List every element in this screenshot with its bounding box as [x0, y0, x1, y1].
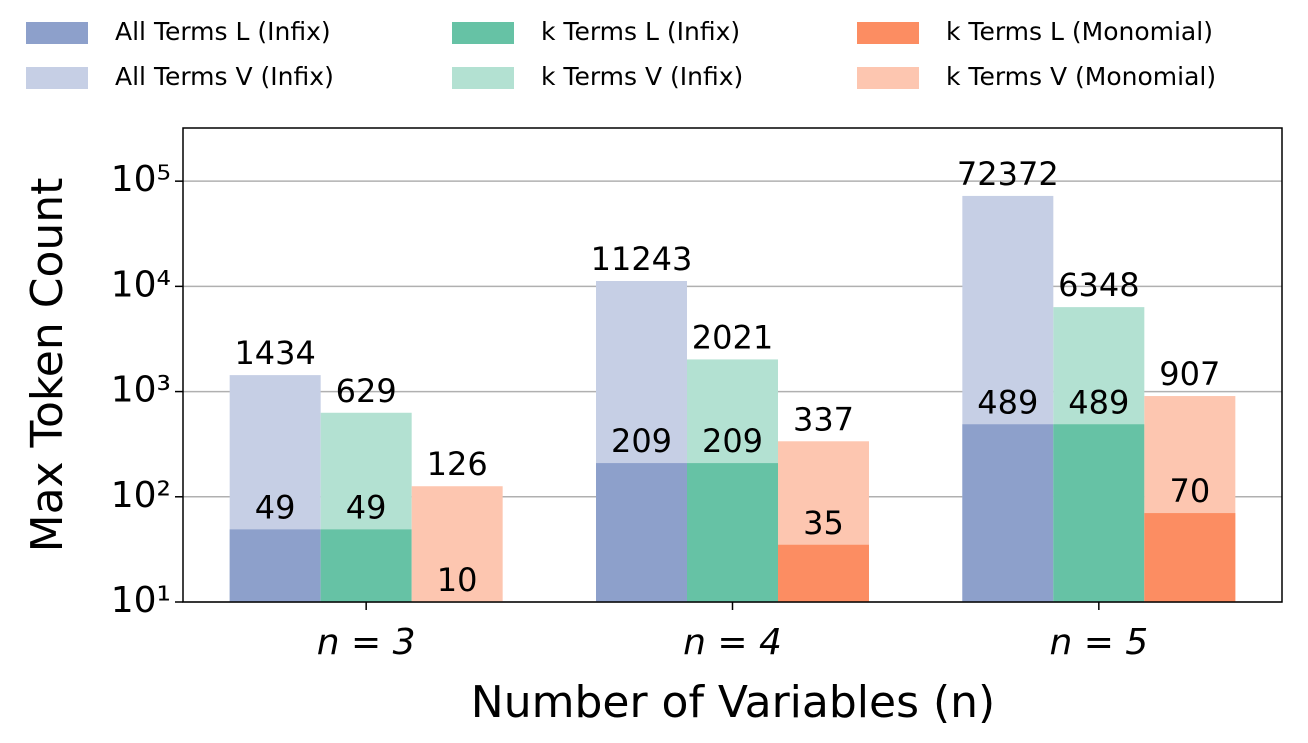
bar: [778, 544, 869, 602]
data-label: 2021: [692, 318, 773, 356]
bar: [320, 529, 412, 602]
y-tick-label: 10⁵: [111, 159, 171, 200]
legend-label: k Terms L (Infix): [541, 17, 740, 46]
legend-label: All Terms V (Infix): [115, 62, 334, 91]
data-label: 6348: [1058, 266, 1139, 304]
data-label: 49: [346, 488, 387, 526]
data-label: 489: [1068, 383, 1129, 421]
data-label: 10: [437, 561, 478, 599]
y-tick-label: 10²: [111, 475, 171, 516]
data-label: 209: [702, 422, 763, 460]
data-label: 209: [611, 422, 672, 460]
data-label: 126: [427, 445, 488, 483]
legend-label: k Terms V (Infix): [541, 62, 743, 91]
data-label: 337: [793, 400, 854, 438]
legend-swatch: [857, 22, 919, 44]
bar: [229, 529, 321, 602]
data-label: 11243: [591, 240, 693, 278]
bar: [411, 486, 503, 602]
x-tick-label: n = 5: [1049, 622, 1148, 663]
legend-label: k Terms V (Monomial): [946, 62, 1216, 91]
x-axis-label: Number of Variables (n): [471, 677, 995, 728]
legend-swatch: [26, 67, 88, 89]
bar: [1053, 424, 1145, 602]
y-tick-label: 10¹: [111, 580, 171, 621]
data-label: 907: [1159, 355, 1220, 393]
x-tick-label: n = 3: [317, 622, 416, 663]
legend-label: k Terms L (Monomial): [946, 17, 1213, 46]
plot-frame: [182, 127, 1283, 603]
legend-swatch: [452, 22, 514, 44]
data-label: 629: [336, 372, 397, 410]
legend-swatch: [452, 67, 514, 89]
legend-swatch: [857, 67, 919, 89]
data-label: 49: [255, 488, 296, 526]
data-label: 35: [803, 504, 844, 542]
y-tick-label: 10³: [111, 370, 171, 411]
y-axis-label: Max Token Count: [22, 178, 73, 553]
data-label: 70: [1169, 472, 1210, 510]
legend-label: All Terms L (Infix): [115, 17, 331, 46]
y-tick-label: 10⁴: [111, 264, 171, 305]
data-label: 72372: [957, 155, 1059, 193]
data-label: 489: [977, 383, 1038, 421]
bar: [1144, 513, 1236, 602]
legend-swatch: [26, 22, 88, 44]
bar: [962, 424, 1054, 602]
bar: [596, 463, 687, 602]
bar: [687, 463, 778, 602]
data-label: 1434: [234, 334, 315, 372]
x-tick-label: n = 4: [683, 622, 782, 663]
